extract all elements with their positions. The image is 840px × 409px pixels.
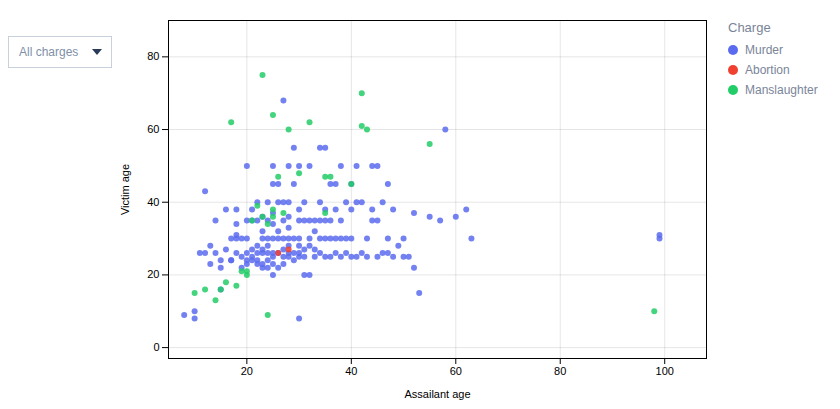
html-text:Murder: Murder	[745, 43, 783, 57]
svg-text:40: 40	[147, 196, 159, 208]
svg-text:80: 80	[554, 365, 566, 377]
html-text:Abortion: Abortion	[745, 63, 790, 77]
svg-text:20: 20	[241, 365, 253, 377]
svg-text:100: 100	[656, 365, 674, 377]
html-text:Charge: Charge	[728, 20, 771, 35]
svg-text:60: 60	[450, 365, 462, 377]
svg-text:0: 0	[153, 341, 159, 353]
svg-text:80: 80	[147, 50, 159, 62]
svg-text:20: 20	[147, 268, 159, 280]
svg-text:Victim age: Victim age	[119, 164, 131, 215]
html-text:Manslaughter: Manslaughter	[745, 83, 818, 97]
svg-text:40: 40	[345, 365, 357, 377]
svg-text:Assailant age: Assailant age	[404, 388, 470, 400]
svg-text:60: 60	[147, 123, 159, 135]
html-text:All charges: All charges	[19, 45, 79, 59]
